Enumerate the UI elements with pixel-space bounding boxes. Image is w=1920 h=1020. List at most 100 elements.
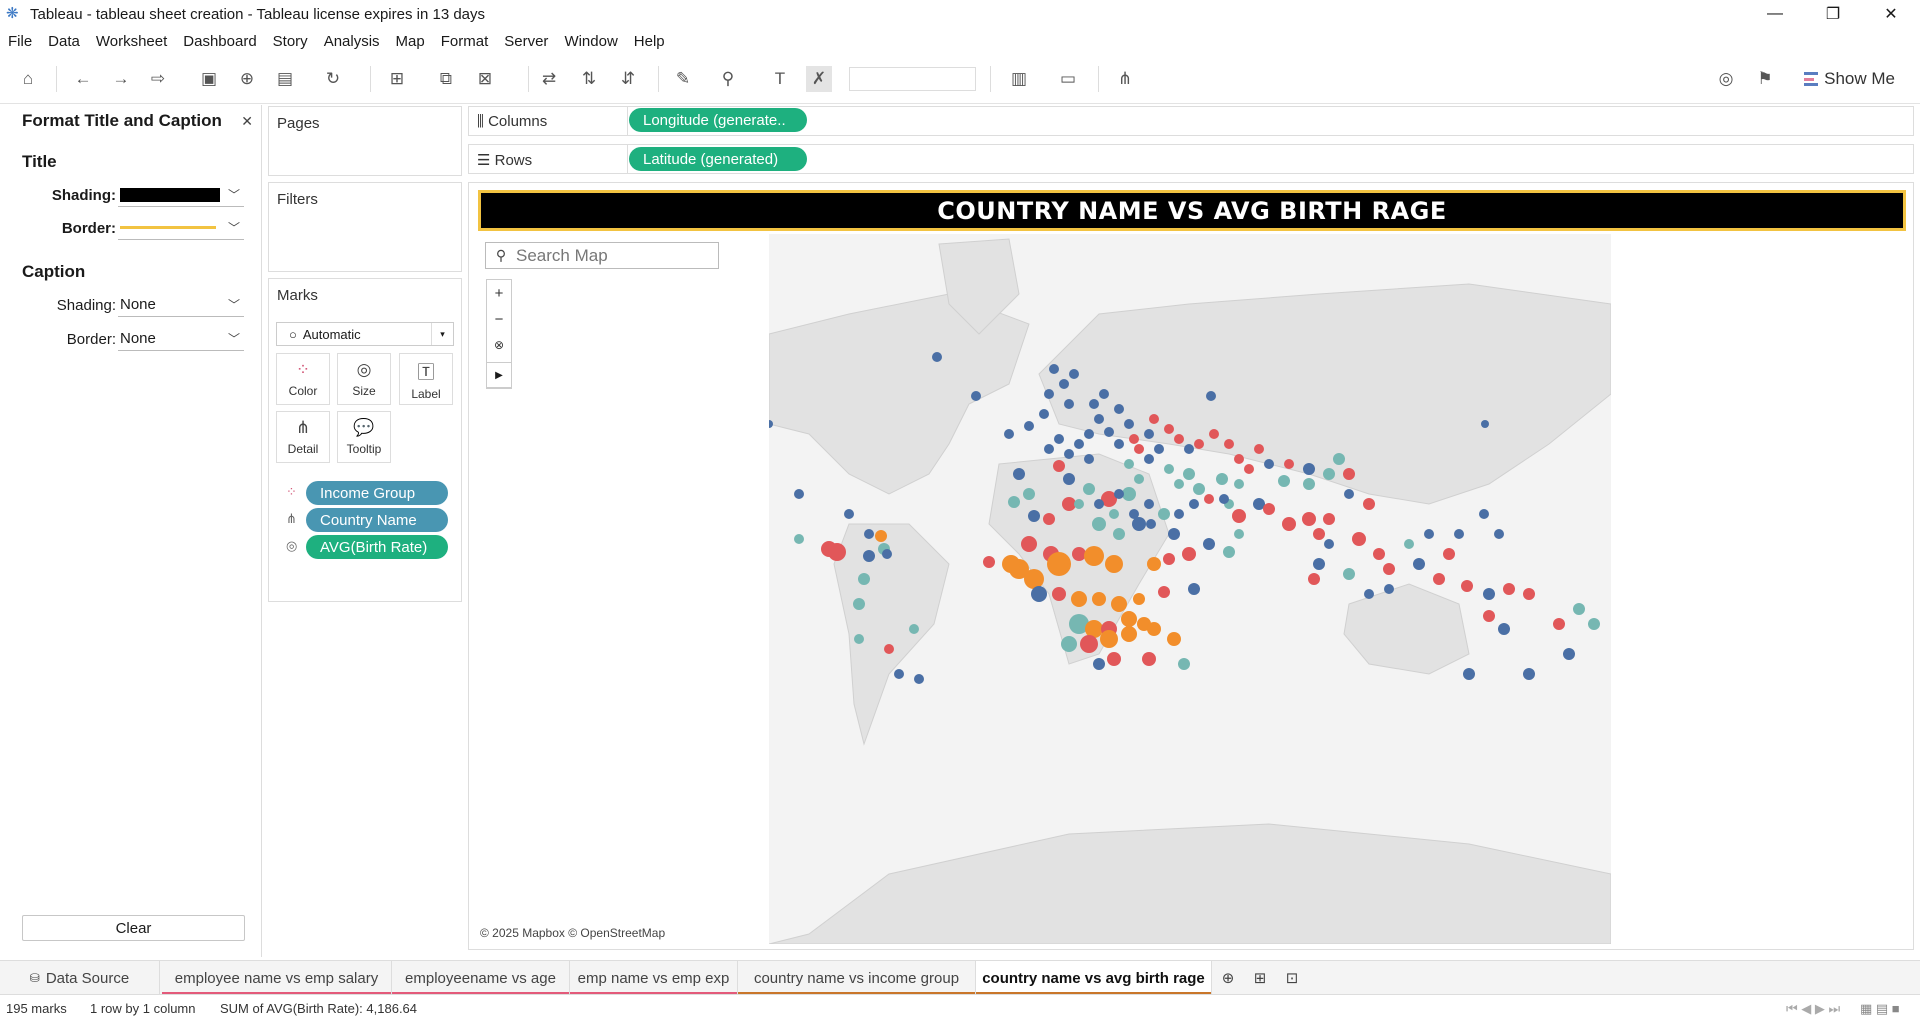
- country-mark[interactable]: [1232, 509, 1246, 523]
- country-mark[interactable]: [1105, 555, 1123, 573]
- country-mark[interactable]: [1084, 454, 1094, 464]
- country-mark[interactable]: [1481, 420, 1489, 428]
- country-mark[interactable]: [1479, 509, 1489, 519]
- country-mark[interactable]: [1313, 558, 1325, 570]
- menu-map[interactable]: Map: [395, 32, 425, 50]
- country-mark[interactable]: [1111, 596, 1127, 612]
- country-mark[interactable]: [1413, 558, 1425, 570]
- country-mark[interactable]: [1343, 468, 1355, 480]
- zoom-in-icon[interactable]: +: [494, 284, 504, 302]
- country-mark[interactable]: [1323, 468, 1335, 480]
- country-mark[interactable]: [1059, 379, 1069, 389]
- share-icon[interactable]: ⋔: [1117, 69, 1133, 88]
- columns-shelf[interactable]: ⫼ Columns: [468, 106, 1914, 136]
- tab-data-source[interactable]: ⛁ Data Source: [0, 961, 160, 995]
- clear-sheet-icon[interactable]: ⊠: [477, 69, 493, 88]
- country-mark[interactable]: [884, 644, 894, 654]
- view-toggle-icon[interactable]: ▦ ▤ ■: [1860, 1001, 1900, 1016]
- country-mark[interactable]: [1323, 513, 1335, 525]
- country-mark[interactable]: [1308, 573, 1320, 585]
- country-mark[interactable]: [1254, 444, 1264, 454]
- country-mark[interactable]: [1069, 369, 1079, 379]
- country-mark[interactable]: [909, 624, 919, 634]
- country-mark[interactable]: [1158, 586, 1170, 598]
- country-mark[interactable]: [1352, 532, 1366, 546]
- avg-birth-rate-pill[interactable]: AVG(Birth Rate): [306, 535, 448, 559]
- country-mark[interactable]: [1071, 591, 1087, 607]
- close-icon[interactable]: ✕: [241, 113, 253, 129]
- country-mark[interactable]: [1028, 510, 1040, 522]
- latitude-pill[interactable]: Latitude (generated): [629, 147, 807, 171]
- country-mark[interactable]: [1483, 588, 1495, 600]
- country-mark[interactable]: [1424, 529, 1434, 539]
- country-mark[interactable]: [1129, 434, 1139, 444]
- presentation-mode-icon[interactable]: ▭: [1059, 69, 1077, 88]
- country-mark[interactable]: [1573, 603, 1585, 615]
- country-mark[interactable]: [1498, 623, 1510, 635]
- country-mark[interactable]: [1483, 610, 1495, 622]
- country-mark[interactable]: [1364, 589, 1374, 599]
- format-painter-icon[interactable]: ⚑: [1757, 69, 1773, 88]
- country-mark[interactable]: [1433, 573, 1445, 585]
- country-mark[interactable]: [1100, 630, 1118, 648]
- country-mark[interactable]: [1132, 517, 1146, 531]
- country-mark[interactable]: [1174, 434, 1184, 444]
- country-mark[interactable]: [1302, 512, 1316, 526]
- home-icon[interactable]: ⌂: [22, 69, 34, 88]
- country-mark[interactable]: [932, 352, 942, 362]
- country-mark[interactable]: [769, 420, 773, 428]
- country-mark[interactable]: [1234, 529, 1244, 539]
- country-mark[interactable]: [1553, 618, 1565, 630]
- country-mark[interactable]: [1194, 439, 1204, 449]
- save-icon[interactable]: ▣: [200, 69, 218, 88]
- country-mark[interactable]: [1224, 439, 1234, 449]
- country-mark[interactable]: [1164, 424, 1174, 434]
- rows-shelf[interactable]: ☰ Rows: [468, 144, 1914, 174]
- menu-worksheet[interactable]: Worksheet: [95, 32, 168, 50]
- country-mark[interactable]: [1134, 474, 1144, 484]
- title-shading-select[interactable]: ﹀: [118, 183, 244, 207]
- country-mark[interactable]: [1124, 459, 1134, 469]
- caption-border-select[interactable]: None ﹀: [118, 327, 244, 351]
- country-mark[interactable]: [1133, 593, 1145, 605]
- country-mark[interactable]: [1104, 427, 1114, 437]
- country-mark[interactable]: [1142, 652, 1156, 666]
- country-mark[interactable]: [1182, 547, 1196, 561]
- map-search-input[interactable]: ⚲ Search Map: [485, 242, 719, 269]
- country-mark[interactable]: [1363, 498, 1375, 510]
- tab-country-name-vs-income-group[interactable]: country name vs income group: [738, 961, 976, 995]
- country-mark[interactable]: [1122, 487, 1136, 501]
- country-mark[interactable]: [1563, 648, 1575, 660]
- pause-updates-icon[interactable]: ▤: [276, 69, 294, 88]
- country-mark[interactable]: [1523, 668, 1535, 680]
- country-mark[interactable]: [1443, 548, 1455, 560]
- country-mark[interactable]: [1219, 494, 1229, 504]
- country-mark[interactable]: [1454, 529, 1464, 539]
- country-mark[interactable]: [1113, 528, 1125, 540]
- world-map[interactable]: [769, 234, 1611, 944]
- country-mark[interactable]: [1013, 468, 1025, 480]
- show-mark-labels-icon[interactable]: T: [774, 69, 786, 88]
- country-mark[interactable]: [1588, 618, 1600, 630]
- country-mark[interactable]: [1303, 463, 1315, 475]
- country-mark[interactable]: [1092, 592, 1106, 606]
- country-mark[interactable]: [1189, 499, 1199, 509]
- duplicate-sheet-icon[interactable]: ⧉: [439, 69, 453, 88]
- country-mark[interactable]: [1094, 414, 1104, 424]
- country-mark[interactable]: [1234, 479, 1244, 489]
- country-mark[interactable]: [1074, 499, 1084, 509]
- country-mark[interactable]: [1234, 454, 1244, 464]
- country-mark[interactable]: [1263, 503, 1275, 515]
- clear-pin-icon[interactable]: ✗: [806, 66, 832, 92]
- country-mark[interactable]: [1404, 539, 1414, 549]
- country-mark[interactable]: [1083, 483, 1095, 495]
- country-mark[interactable]: [882, 549, 892, 559]
- tooltip-button[interactable]: 💬 Tooltip: [337, 411, 391, 463]
- fit-dropdown[interactable]: [849, 67, 976, 91]
- country-mark[interactable]: [1144, 429, 1154, 439]
- group-members-icon[interactable]: ⚲: [721, 69, 735, 88]
- country-mark[interactable]: [1094, 499, 1104, 509]
- menu-help[interactable]: Help: [633, 32, 665, 50]
- country-mark[interactable]: [1114, 439, 1124, 449]
- new-dashboard-tab-icon[interactable]: ⊞: [1253, 970, 1267, 987]
